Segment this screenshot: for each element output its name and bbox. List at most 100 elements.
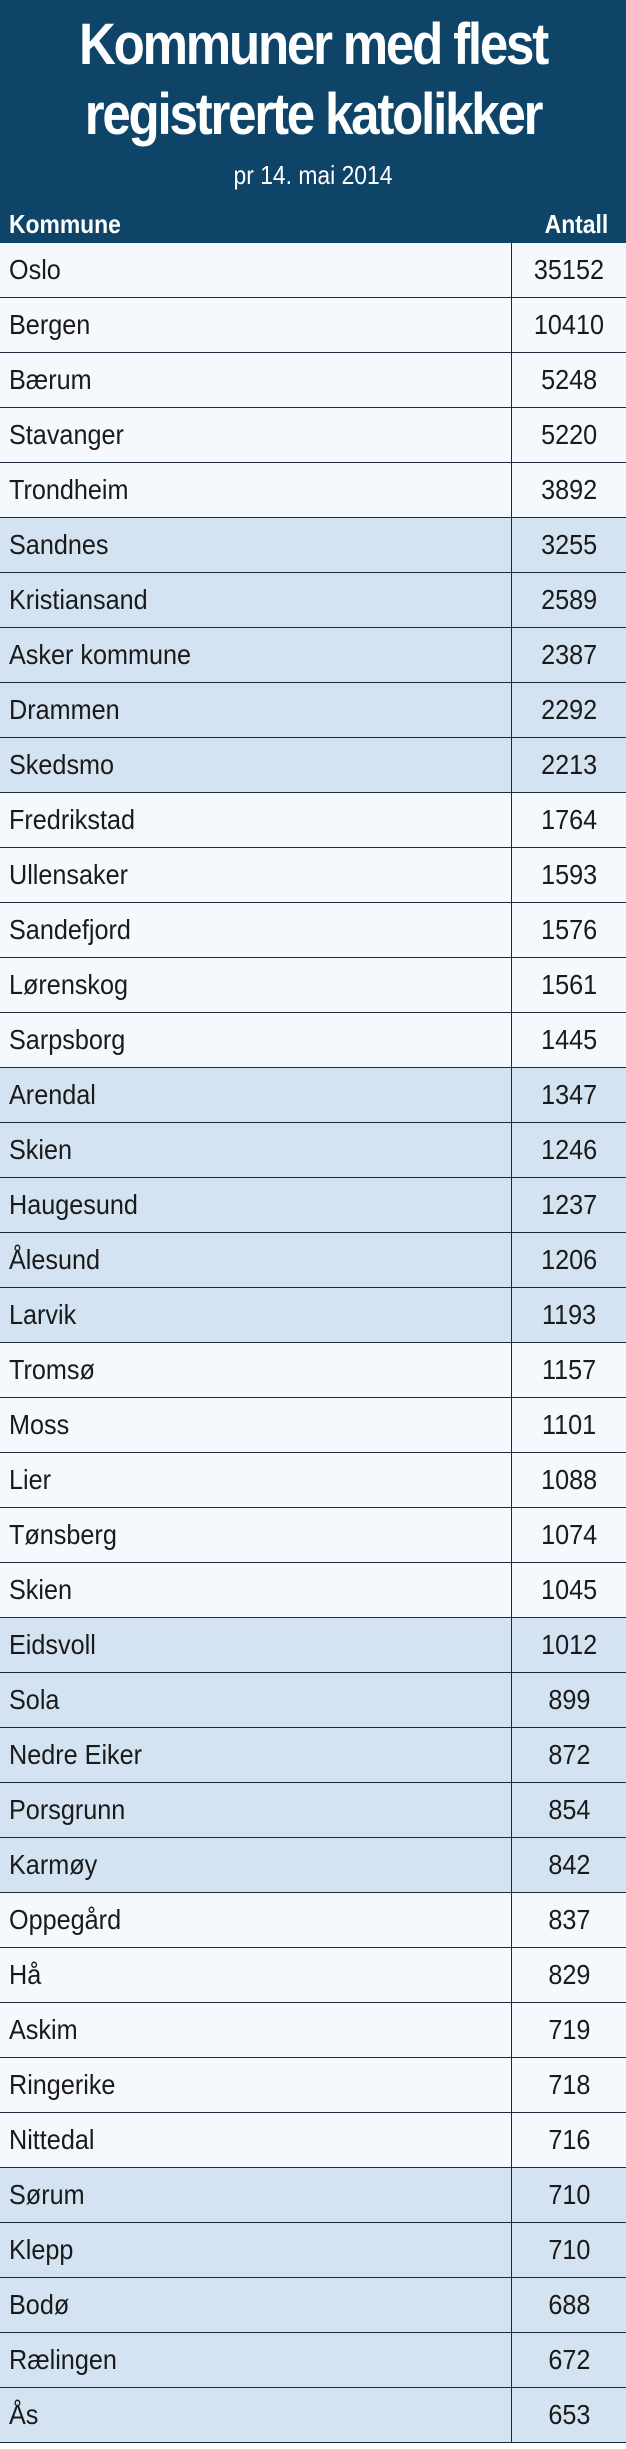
kommune-label: Bergen	[9, 309, 91, 340]
table-row: Skedsmo 2213	[0, 737, 626, 793]
antall-value: 1045	[540, 1574, 598, 1605]
table-row: Kristiansand 2589	[0, 572, 626, 628]
table-row: Moss 1101	[0, 1397, 626, 1453]
column-header-kommune: Kommune	[9, 209, 121, 239]
cell-kommune: Skedsmo	[0, 737, 512, 793]
cell-antall: 837	[511, 1892, 626, 1948]
kommune-label: Drammen	[9, 694, 120, 725]
cell-kommune: Arendal	[0, 1067, 512, 1123]
table-row: Arendal 1347	[0, 1067, 626, 1123]
cell-kommune: Trondheim	[0, 462, 512, 518]
cell-kommune: Fredrikstad	[0, 792, 512, 848]
antall-value: 854	[547, 1794, 591, 1825]
antall-value: 1074	[540, 1519, 598, 1550]
cell-kommune: Tromsø	[0, 1342, 512, 1398]
cell-kommune: Oppegård	[0, 1892, 512, 1948]
cell-antall: 1012	[511, 1617, 626, 1673]
antall-value: 35152	[533, 254, 605, 285]
kommune-label: Oppegård	[9, 1904, 122, 1935]
kommune-label: Ullensaker	[9, 859, 129, 890]
kommune-label: Arendal	[9, 1079, 96, 1110]
kommune-label: Skien	[9, 1134, 73, 1165]
antall-value: 1237	[540, 1189, 598, 1220]
cell-kommune: Skien	[0, 1562, 512, 1618]
cell-antall: 854	[511, 1782, 626, 1838]
kommune-label: Asker kommune	[9, 639, 192, 670]
kommune-label: Klepp	[9, 2234, 74, 2265]
kommune-label: Eidsvoll	[9, 1629, 96, 1660]
cell-antall: 719	[511, 2002, 626, 2058]
cell-antall: 842	[511, 1837, 626, 1893]
antall-value: 1246	[540, 1134, 598, 1165]
kommune-label: Haugesund	[9, 1189, 138, 1220]
title-line-2: registrerte katolikker	[84, 82, 544, 147]
antall-value: 719	[547, 2014, 591, 2045]
table-row: Rælingen 672	[0, 2332, 626, 2388]
kommune-label: Moss	[9, 1409, 70, 1440]
table-header: Kommuner med flest registrerte katolikke…	[0, 0, 626, 243]
kommune-label: Sandefjord	[9, 914, 131, 945]
antall-value: 1347	[540, 1079, 598, 1110]
cell-antall: 1088	[511, 1452, 626, 1508]
cell-kommune: Sandefjord	[0, 902, 512, 958]
antall-value: 688	[547, 2289, 591, 2320]
table-row: Askim 719	[0, 2002, 626, 2058]
cell-kommune: Bergen	[0, 297, 512, 353]
cell-kommune: Drammen	[0, 682, 512, 738]
antall-value: 3892	[540, 474, 598, 505]
antall-value: 710	[547, 2234, 591, 2265]
cell-antall: 5220	[511, 407, 626, 463]
table-row: Tromsø 1157	[0, 1342, 626, 1398]
table-row: Bærum 5248	[0, 352, 626, 408]
cell-antall: 3892	[511, 462, 626, 518]
cell-antall: 1193	[511, 1287, 626, 1343]
antall-value: 716	[547, 2124, 591, 2155]
kommune-label: Ås	[9, 2399, 39, 2430]
table-row: Oslo 35152	[0, 243, 626, 298]
cell-antall: 2387	[511, 627, 626, 683]
cell-kommune: Asker kommune	[0, 627, 512, 683]
cell-kommune: Rælingen	[0, 2332, 512, 2388]
kommune-label: Rælingen	[9, 2344, 117, 2375]
antall-value: 5220	[540, 419, 598, 450]
cell-kommune: Sola	[0, 1672, 512, 1728]
antall-value: 1576	[540, 914, 598, 945]
antall-value: 899	[547, 1684, 591, 1715]
table-row: Sarpsborg 1445	[0, 1012, 626, 1068]
antall-value: 837	[547, 1904, 591, 1935]
table-row: Nittedal 716	[0, 2112, 626, 2168]
cell-kommune: Skien	[0, 1122, 512, 1178]
kommune-label: Sandnes	[9, 529, 109, 560]
antall-value: 653	[547, 2399, 591, 2430]
cell-antall: 1445	[511, 1012, 626, 1068]
table-row: Ringerike 718	[0, 2057, 626, 2113]
data-table: Oslo 35152 Bergen 10410 Bærum 5248 Stavanger 52…	[0, 243, 626, 2443]
cell-kommune: Lier	[0, 1452, 512, 1508]
table-row: Sandnes 3255	[0, 517, 626, 573]
cell-kommune: Karmøy	[0, 1837, 512, 1893]
chart-subtitle: pr 14. mai 2014	[233, 160, 393, 190]
cell-kommune: Bodø	[0, 2277, 512, 2333]
antall-value: 2387	[540, 639, 598, 670]
cell-antall: 1157	[511, 1342, 626, 1398]
cell-antall: 1045	[511, 1562, 626, 1618]
table-row: Eidsvoll 1012	[0, 1617, 626, 1673]
table-row: Sola 899	[0, 1672, 626, 1728]
antall-value: 718	[547, 2069, 591, 2100]
kommune-label: Bærum	[9, 364, 92, 395]
kommune-label: Skien	[9, 1574, 73, 1605]
kommune-label: Lier	[9, 1464, 52, 1495]
cell-antall: 1237	[511, 1177, 626, 1233]
antall-value: 829	[547, 1959, 591, 1990]
cell-antall: 710	[511, 2222, 626, 2278]
cell-antall: 35152	[511, 243, 626, 298]
cell-antall: 688	[511, 2277, 626, 2333]
table-row: Drammen 2292	[0, 682, 626, 738]
antall-value: 672	[547, 2344, 591, 2375]
cell-antall: 1593	[511, 847, 626, 903]
cell-antall: 5248	[511, 352, 626, 408]
antall-value: 1157	[541, 1354, 597, 1385]
kommune-label: Hå	[9, 1959, 42, 1990]
kommune-label: Ålesund	[9, 1244, 101, 1275]
kommune-label: Sarpsborg	[9, 1024, 126, 1055]
